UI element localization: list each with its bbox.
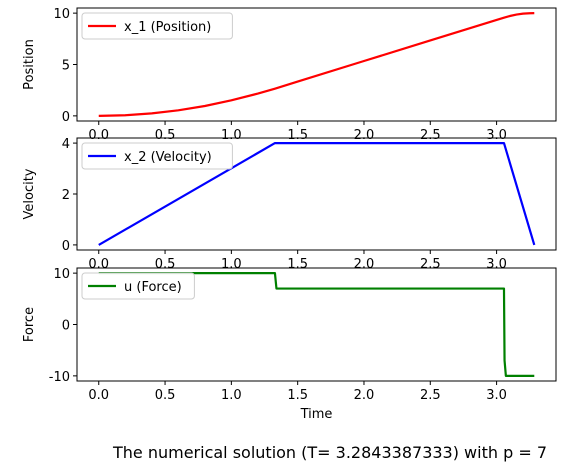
x-tick-label: 0.5 — [155, 128, 176, 143]
x-tick-label: 0.0 — [88, 257, 109, 272]
x-tick-label: 1.5 — [287, 257, 308, 272]
subplot-1: 0.0 0.5 1.0 1.5 2.0 2.5 3.0 0 5 10 Position x_1 (Po… — [22, 7, 557, 143]
x-tick-label: 0.5 — [155, 257, 176, 272]
x-tick-label: 1.0 — [221, 257, 242, 272]
y-tick-label: 5 — [62, 59, 70, 74]
x-tick-label: 2.0 — [354, 257, 375, 272]
legend-box — [81, 12, 233, 40]
series-line-2-1 — [98, 141, 536, 246]
legend-label: x_2 (Velocity) — [124, 150, 212, 165]
y-axis-label: Position — [22, 39, 37, 90]
x-tick-label: 0.0 — [88, 128, 109, 143]
x-tick-label: 3.0 — [486, 257, 507, 272]
figure-title: The numerical solution (T= 3.2843387333)… — [112, 443, 547, 462]
legend-box — [81, 142, 233, 170]
x-axis-label: Time — [300, 407, 333, 422]
y-tick-label: 4 — [62, 137, 70, 152]
x-tick-label: 1.0 — [221, 128, 242, 143]
x-tick-label: 1.5 — [287, 128, 308, 143]
y-tick-label: 10 — [53, 267, 70, 282]
x-tick-label: 2.0 — [354, 388, 375, 403]
x-tick-label: 3.0 — [486, 388, 507, 403]
legend: u (Force) — [81, 272, 195, 300]
x-tick-label: 3.0 — [486, 128, 507, 143]
y-tick-label: 0 — [62, 319, 70, 334]
x-tick-label: 1.0 — [221, 388, 242, 403]
y-tick-label: 10 — [53, 7, 70, 22]
y-tick-label: 0 — [62, 110, 70, 125]
legend: x_1 (Position) — [81, 12, 233, 40]
x-tick-label: 2.5 — [420, 128, 441, 143]
series-line-3-1 — [98, 272, 535, 377]
subplot-3: 0.0 0.5 1.0 1.5 2.0 2.5 3.0 -10 0 10 Force Time u (F… — [22, 267, 557, 422]
x-tick-label: 2.5 — [420, 257, 441, 272]
y-axis-label: Force — [22, 307, 37, 342]
x-tick-label: 0.0 — [88, 388, 109, 403]
legend: x_2 (Velocity) — [81, 142, 233, 170]
x-tick-label: 0.5 — [155, 388, 176, 403]
y-tick-label: -10 — [49, 370, 70, 385]
x-tick-label: 1.5 — [287, 388, 308, 403]
legend-box — [81, 272, 195, 300]
x-tick-label: 2.0 — [354, 128, 375, 143]
y-axis-label: Velocity — [22, 168, 37, 219]
legend-label: u (Force) — [124, 280, 182, 295]
series-line-1-1 — [98, 12, 535, 117]
y-tick-label: 0 — [62, 239, 70, 254]
x-tick-label: 2.5 — [420, 388, 441, 403]
y-tick-label: 2 — [62, 188, 70, 203]
subplot-2: 0.0 0.5 1.0 1.5 2.0 2.5 3.0 0 2 4 Velocity x_2 (Vel… — [22, 137, 557, 272]
legend-label: x_1 (Position) — [124, 20, 211, 35]
